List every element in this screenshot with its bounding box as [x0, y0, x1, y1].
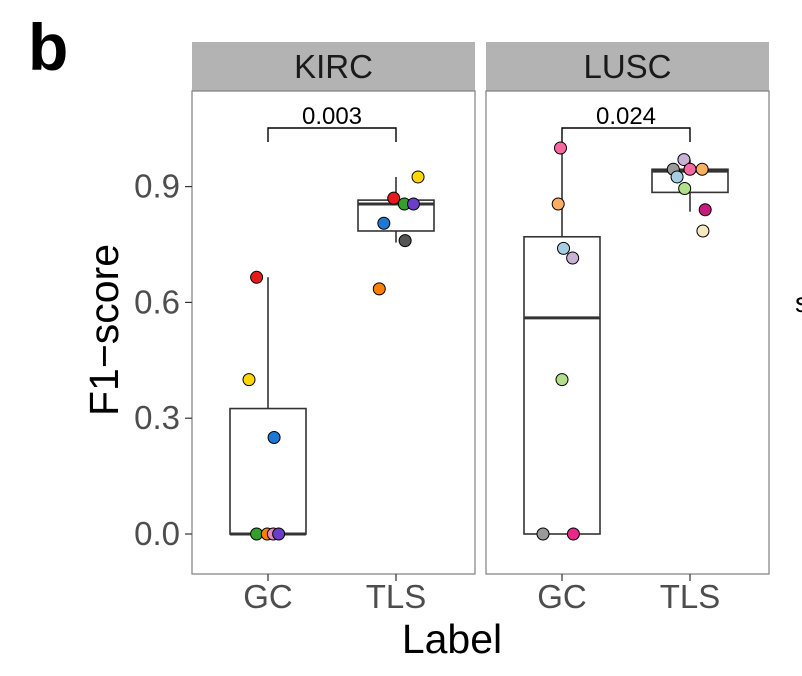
data-point: [695, 162, 709, 176]
facet-panel-kirc: KIRC 0.003 GC TLS: [191, 42, 476, 615]
data-point: [406, 197, 420, 211]
p-value-label: 0.003: [302, 103, 362, 130]
y-tick-label: 0.3: [134, 399, 180, 436]
data-point: [536, 527, 550, 541]
data-point: [411, 170, 425, 184]
facet-panels: KIRC 0.003 GC TLS LUSC 0.024 GC TLS: [191, 42, 770, 615]
facet-strip: [486, 42, 769, 91]
x-tick-label: TLS: [366, 578, 427, 615]
y-axis-title: F1−score: [81, 244, 127, 416]
facet-strip-label: KIRC: [294, 48, 373, 85]
data-point: [555, 373, 569, 387]
data-point: [551, 197, 565, 211]
data-point: [553, 141, 567, 155]
y-axis: 0.0 0.3 0.6 0.9: [134, 168, 192, 552]
data-point: [377, 216, 391, 230]
data-point: [683, 162, 697, 176]
data-point: [267, 431, 281, 444]
data-point: [242, 373, 256, 387]
x-tick-label: TLS: [660, 578, 721, 615]
data-point: [272, 527, 286, 541]
box-tls: [357, 176, 435, 243]
panel-label: b: [28, 10, 68, 84]
data-point: [677, 153, 691, 167]
right-edge-text-fragment: s: [795, 287, 802, 318]
data-point: [398, 234, 412, 248]
facet-strip: [192, 42, 475, 91]
data-point: [387, 191, 401, 205]
x-tick-label: GC: [537, 578, 587, 615]
data-point: [566, 527, 580, 541]
y-tick-label: 0.0: [134, 515, 180, 552]
data-point: [670, 170, 684, 184]
y-tick-label: 0.9: [134, 168, 180, 205]
data-point: [557, 241, 571, 255]
significance-bracket: [267, 127, 397, 142]
data-point: [566, 251, 580, 265]
box-body: [229, 407, 307, 535]
x-axis-title: Label: [402, 616, 502, 662]
data-point: [678, 182, 692, 196]
facet-strip-label: LUSC: [583, 48, 671, 85]
y-tick-label: 0.6: [134, 283, 180, 320]
data-point: [696, 224, 710, 238]
x-tick-label: GC: [243, 578, 293, 615]
significance-bracket: [561, 127, 691, 142]
data-point: [250, 270, 264, 284]
p-value-label: 0.024: [596, 103, 656, 130]
data-point: [698, 203, 712, 217]
data-point: [372, 282, 386, 296]
facet-panel-lusc: LUSC 0.024 GC TLS: [485, 42, 770, 615]
